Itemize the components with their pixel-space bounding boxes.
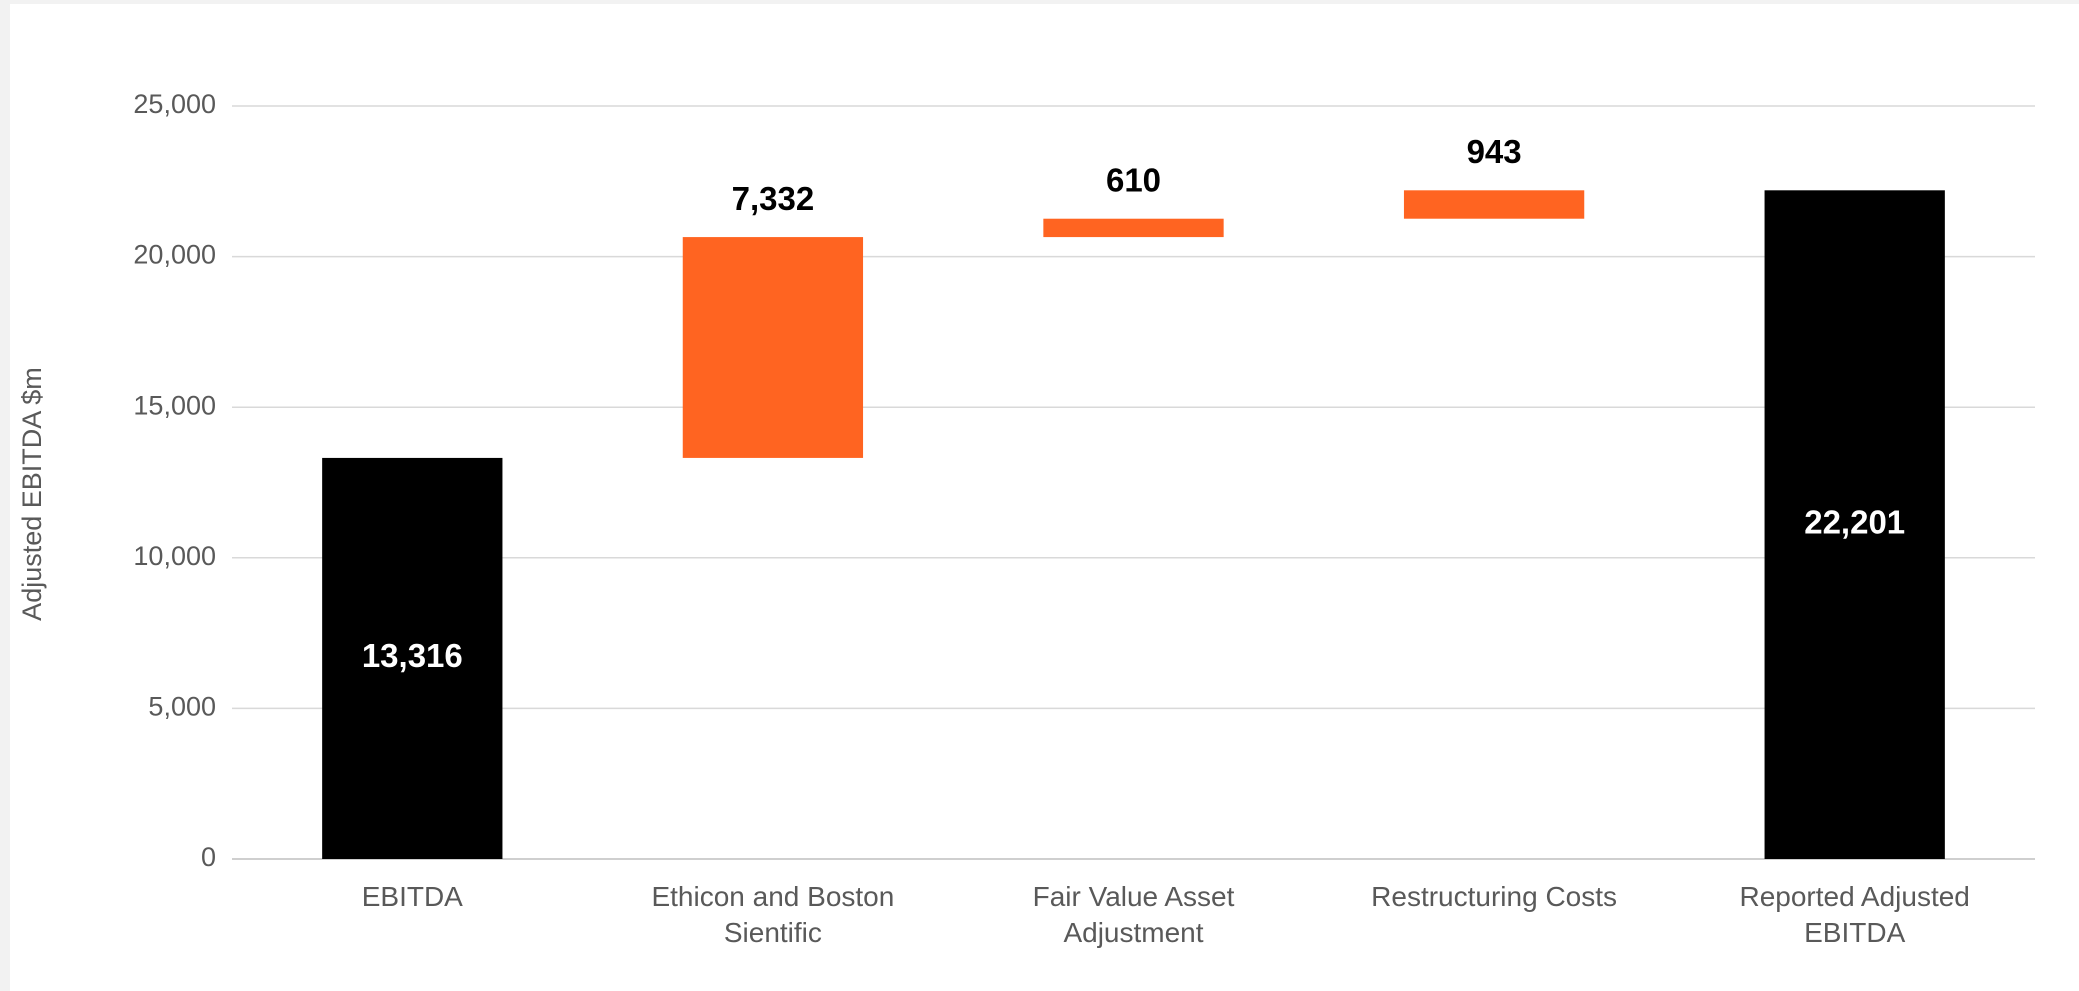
x-tick-label: EBITDA [361, 881, 463, 912]
chart-panel: Adjusted EBITDA $m 0 5,000 10,000 15,000 20,… [10, 4, 2079, 991]
y-tick-label: 0 [201, 842, 216, 872]
y-tick-label: 25,000 [133, 89, 216, 119]
y-tick-label: 10,000 [133, 541, 216, 571]
value-label: 13,316 [362, 637, 463, 674]
value-label: 7,332 [732, 180, 815, 217]
x-tick-label: Reported Adjusted EBITDA [1739, 881, 1970, 948]
y-tick-label: 5,000 [148, 692, 216, 722]
bar [1764, 190, 1945, 859]
bar [1403, 190, 1585, 219]
y-tick-label: 20,000 [133, 240, 216, 270]
bar [1043, 218, 1224, 238]
x-tick-label: Ethicon and Boston Sientific [651, 881, 895, 948]
x-tick-label: Restructuring Costs [1371, 881, 1618, 912]
value-label: 610 [1106, 161, 1161, 198]
bar [682, 237, 864, 458]
y-axis-label: Adjusted EBITDA $m [17, 367, 47, 621]
chart: Adjusted EBITDA $m 0 5,000 10,000 15,000 20,… [17, 89, 2035, 872]
value-label: 22,201 [1804, 503, 1905, 540]
y-tick-label: 15,000 [133, 390, 216, 420]
value-label: 943 [1467, 133, 1522, 170]
x-tick-label: Fair Value Asset Adjustment [1032, 881, 1235, 948]
bar [322, 457, 503, 859]
